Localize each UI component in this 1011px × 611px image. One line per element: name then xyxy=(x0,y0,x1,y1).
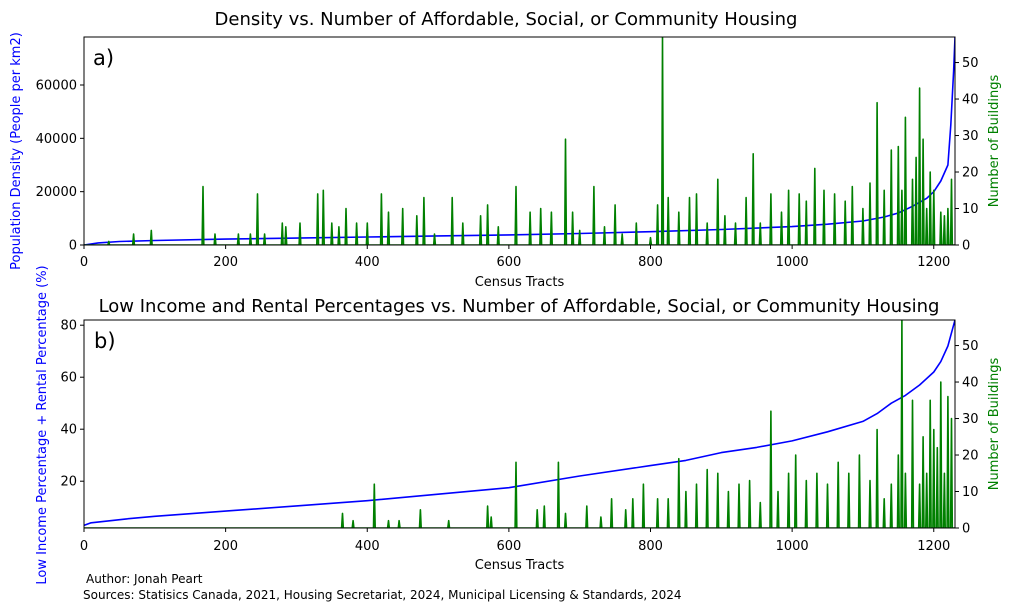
chart-b-series-buildings-line xyxy=(84,320,955,528)
chart-a-x-tick-label: 0 xyxy=(80,255,88,270)
chart-a-y-right-tick-label: 20 xyxy=(962,166,979,181)
chart-a-panel-label: a) xyxy=(93,46,114,70)
chart-a-plot-frame xyxy=(83,36,956,246)
chart-b-y-tick-label: 20 xyxy=(60,475,77,490)
chart-a-y-right-tick-label: 10 xyxy=(962,202,979,217)
chart-b-title: Low Income and Rental Percentages vs. Nu… xyxy=(99,296,940,317)
chart-a-y-right-tick-label: 0 xyxy=(962,239,970,254)
chart-b-y-right-tick-label: 40 xyxy=(962,376,979,391)
chart-a-x-tick-label: 1200 xyxy=(917,255,950,270)
chart-b-y-right-tick-label: 50 xyxy=(962,339,979,354)
chart-b-y-right-axis-label: Number of Buildings xyxy=(987,358,1002,491)
chart-a-series-main-line xyxy=(84,37,955,245)
chart-a-title: Density vs. Number of Affordable, Social… xyxy=(215,9,798,30)
chart-b-y-tick-label: 40 xyxy=(60,423,77,438)
chart-a-x-tick-label: 400 xyxy=(355,255,380,270)
chart-a-y-right-axis-label: Number of Buildings xyxy=(987,75,1002,208)
chart-b-x-tick-label: 1200 xyxy=(917,539,950,554)
chart-b-y-tick-label: 60 xyxy=(60,371,77,386)
chart-a-x-tick-label: 200 xyxy=(213,255,238,270)
chart-b-plot-frame xyxy=(83,319,956,529)
chart-a-x-tick-label: 1000 xyxy=(776,255,809,270)
chart-a-y-right-tick-label: 50 xyxy=(962,56,979,71)
chart-b-y-right-tick-label: 10 xyxy=(962,485,979,500)
chart-b-series-main-line xyxy=(84,320,955,527)
chart-b-x-tick-label: 600 xyxy=(496,539,521,554)
chart-b-x-tick-label: 0 xyxy=(80,539,88,554)
chart-b-y-tick-label: 80 xyxy=(60,319,77,334)
chart-a-y-axis-label: Population Density (People per km2) xyxy=(9,32,24,270)
chart-b-y-right-tick-label: 30 xyxy=(962,412,979,427)
chart-b-x-tick-label: 200 xyxy=(213,539,238,554)
chart-a-y-tick-label: 0 xyxy=(69,239,77,254)
chart-b-x-tick-label: 400 xyxy=(355,539,380,554)
chart-a-y-right-tick-label: 30 xyxy=(962,129,979,144)
footer-sources: Sources: Statisics Canada, 2021, Housing… xyxy=(83,588,682,602)
chart-b-y-right-tick-label: 0 xyxy=(962,522,970,537)
chart-b-x-axis-label: Census Tracts xyxy=(475,558,565,573)
chart-a-x-axis-label: Census Tracts xyxy=(475,275,565,290)
chart-a-y-tick-label: 60000 xyxy=(36,79,77,94)
chart-a-series-buildings-line xyxy=(84,37,955,245)
chart-a-y-tick-label: 40000 xyxy=(36,132,77,147)
chart-b-y-axis-label: Low Income Percentage + Rental Percentag… xyxy=(35,265,50,584)
chart-a-x-tick-label: 800 xyxy=(638,255,663,270)
chart-a-x-tick-label: 600 xyxy=(496,255,521,270)
chart-a-y-right-tick-label: 40 xyxy=(962,93,979,108)
chart-b-x-tick-label: 1000 xyxy=(776,539,809,554)
chart-b-x-tick-label: 800 xyxy=(638,539,663,554)
footer-author: Author: Jonah Peart xyxy=(86,572,203,586)
chart-b-y-right-tick-label: 20 xyxy=(962,449,979,464)
chart-a-y-tick-label: 20000 xyxy=(36,185,77,200)
chart-b-panel-label: b) xyxy=(94,329,116,353)
